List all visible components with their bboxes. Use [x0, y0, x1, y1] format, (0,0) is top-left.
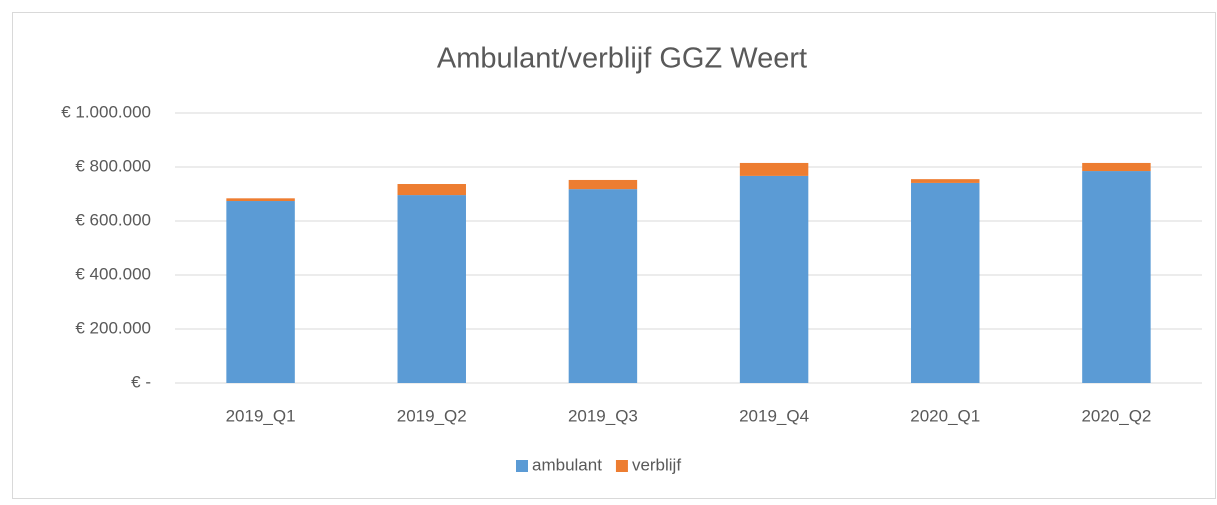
bar-segment	[739, 162, 809, 176]
bar-segment	[226, 201, 295, 383]
bar-segment	[226, 198, 295, 202]
x-tick-label: 2019_Q4	[739, 406, 809, 425]
legend-swatch	[516, 460, 528, 472]
y-tick-label: € 400.000	[75, 264, 151, 283]
bar-segment	[397, 195, 466, 383]
bar-segment	[911, 182, 980, 383]
legend-label: verblijf	[632, 455, 681, 474]
bar-segment	[568, 189, 638, 383]
legend-swatch	[615, 460, 628, 472]
x-tick-label: 2019_Q3	[568, 406, 638, 425]
y-tick-label: € 1.000.000	[61, 102, 151, 121]
bar-segment	[568, 179, 638, 190]
x-tick-label: 2020_Q2	[1081, 406, 1151, 425]
legend-label: ambulant	[532, 455, 602, 474]
bar-segment	[911, 179, 980, 183]
bar-segment	[397, 184, 466, 196]
y-tick-label: € 200.000	[75, 318, 151, 337]
y-tick-label: € -	[131, 372, 151, 391]
bar-segment	[1082, 162, 1151, 172]
x-tick-label: 2019_Q1	[226, 406, 296, 425]
bar-segment	[1082, 171, 1151, 383]
y-tick-label: € 600.000	[75, 210, 151, 229]
x-tick-label: 2019_Q2	[397, 406, 467, 425]
chart-title: Ambulant/verblijf GGZ Weert	[437, 43, 807, 75]
bar-segment	[739, 175, 809, 383]
y-tick-label: € 800.000	[75, 156, 151, 175]
x-tick-label: 2020_Q1	[910, 406, 980, 425]
